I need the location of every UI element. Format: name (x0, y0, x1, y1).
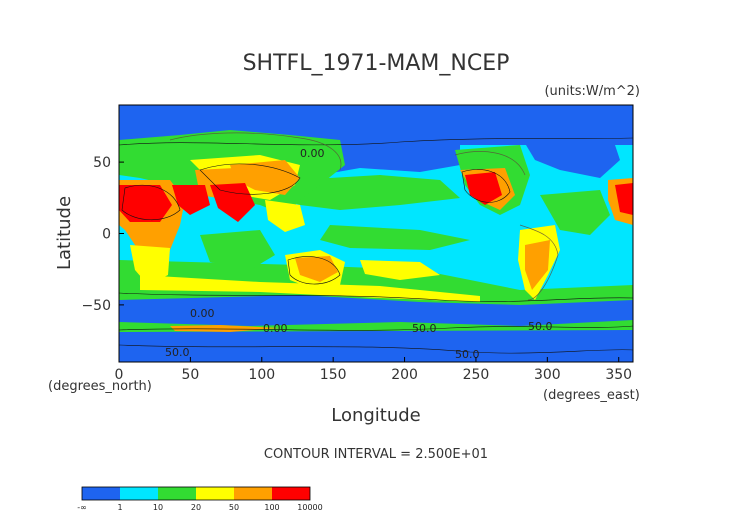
colorbar-swatch-3 (196, 487, 234, 500)
colorbar-label-2: 10 (153, 503, 163, 512)
colorbar-label-4: 50 (229, 503, 239, 512)
y-axis-label: Latitude (54, 196, 75, 270)
x-tick-label-4: 200 (391, 367, 418, 383)
plot-area (119, 105, 633, 362)
contour-label-5: 50.0 (165, 346, 190, 359)
coastlines (169, 132, 559, 301)
y-axis-ticks: −50 0 50 (81, 155, 124, 314)
colorbar-swatch-0 (82, 487, 120, 500)
colorbar-label-3: 20 (191, 503, 201, 512)
pacific-yellow (360, 260, 440, 280)
x-tick-label-2: 100 (248, 367, 275, 383)
west-africa-red (615, 183, 633, 215)
sahara-red (119, 185, 172, 222)
x-tick-label-6: 300 (534, 367, 561, 383)
y-unit-label: (degrees_north) (48, 379, 152, 394)
north-america-red (465, 172, 502, 205)
south-asia-red (210, 183, 255, 222)
indian-green (200, 230, 275, 270)
x-axis-ticks: 0 50 100 150 200 250 300 350 (115, 357, 632, 383)
southern-green (119, 260, 633, 305)
contour-label-3: 0.00 (263, 322, 288, 335)
south-america-orange (525, 240, 550, 290)
australia-orange (295, 256, 338, 282)
colorbar-label-5: 100 (264, 503, 279, 512)
colorbar-swatch-2 (158, 487, 196, 500)
colorbar-swatch-4 (234, 487, 272, 500)
contour-label-1: 0.00 (300, 147, 325, 160)
colorbar-label-1: 1 (117, 503, 122, 512)
colorbar: -∞ 1 10 20 50 100 10000 (77, 486, 323, 512)
y-tick-label-1: 0 (102, 227, 111, 243)
colorbar-label-0: -∞ (77, 503, 87, 512)
colorbar-frame (81, 486, 311, 501)
north-atlantic-blue (520, 130, 620, 178)
equatorial-green (320, 225, 470, 250)
antarctic-edge-orange (170, 325, 280, 332)
atlantic-green (540, 190, 610, 235)
y-tick-label-2: 50 (93, 155, 111, 171)
x-tick-label-1: 50 (181, 367, 199, 383)
contour-label-4: 50.0 (412, 322, 437, 335)
contour-label-2: 0.00 (190, 307, 215, 320)
colorbar-swatch-5 (272, 487, 310, 500)
se-asia-yellow (265, 200, 305, 232)
contour-label-7: 50.0 (528, 320, 553, 333)
chart-title: SHTFL_1971-MAM_NCEP (243, 51, 510, 76)
contour-interval-text: CONTOUR INTERVAL = 2.500E+01 (264, 447, 488, 462)
y-tick-label-0: −50 (81, 298, 111, 314)
x-tick-label-0: 0 (115, 367, 124, 383)
arabia-red (172, 185, 210, 215)
colorbar-swatch-1 (120, 487, 158, 500)
asia-orange (230, 160, 300, 195)
x-axis-label: Longitude (331, 405, 421, 426)
colorbar-label-6: 10000 (297, 503, 322, 512)
contour-lines (119, 137, 633, 354)
x-tick-label-7: 350 (605, 367, 632, 383)
antarctic-band (119, 330, 633, 362)
southern-yellow (140, 275, 480, 302)
x-tick-label-5: 250 (463, 367, 490, 383)
x-unit-label: (degrees_east) (543, 388, 640, 403)
units-label: (units:W/m^2) (544, 84, 640, 99)
south-africa-yellow (130, 245, 170, 285)
contour-label-6: 50.0 (455, 348, 480, 361)
x-tick-label-3: 150 (320, 367, 347, 383)
